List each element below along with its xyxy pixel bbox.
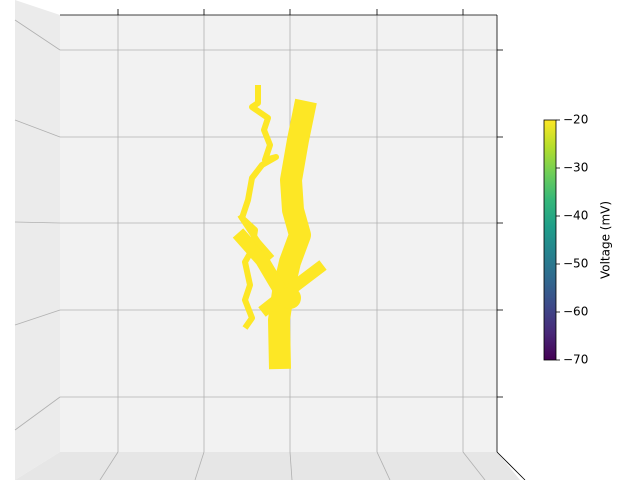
colorbar-tick-label: −30 bbox=[563, 161, 588, 175]
floor-pane bbox=[15, 452, 520, 480]
colorbar-tick-label: −50 bbox=[563, 257, 588, 271]
colorbar-tick-label: −20 bbox=[563, 113, 588, 127]
neuron bbox=[232, 85, 327, 370]
axis-lines bbox=[60, 9, 526, 480]
soma bbox=[279, 287, 301, 309]
colorbar-tick-label: −60 bbox=[563, 305, 588, 319]
grid bbox=[14, 15, 497, 480]
colorbar-tick-label: −70 bbox=[563, 353, 588, 367]
back-pane bbox=[60, 15, 497, 452]
colorbar-label: Voltage (mV) bbox=[599, 201, 613, 279]
colorbar-tick-label: −40 bbox=[563, 209, 588, 223]
axes-3d bbox=[14, 0, 526, 480]
colorbar-ticks: −70 −60 −50 −40 −30 −20 bbox=[556, 113, 588, 367]
colorbar: −70 −60 −50 −40 −30 −20 Voltage (mV) bbox=[543, 113, 613, 367]
colorbar-gradient bbox=[543, 119, 557, 361]
left-pane bbox=[15, 0, 60, 480]
